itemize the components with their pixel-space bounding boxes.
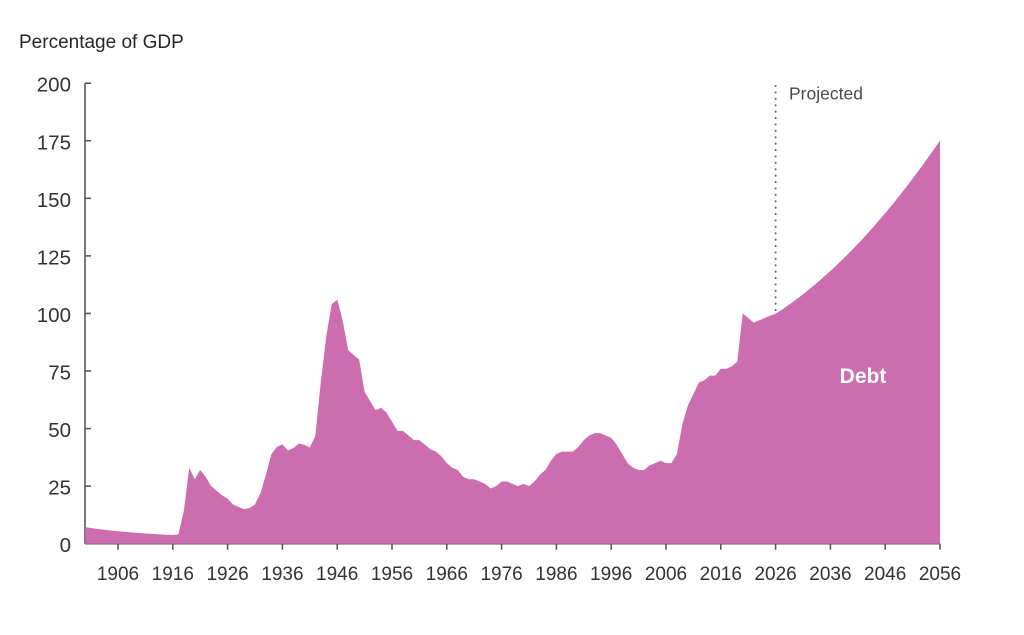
svg-text:2056: 2056 [919,564,961,585]
svg-text:50: 50 [48,419,71,442]
svg-text:1906: 1906 [97,564,139,585]
svg-text:25: 25 [48,477,71,500]
svg-text:1926: 1926 [206,564,248,585]
svg-text:150: 150 [37,189,71,212]
svg-text:1946: 1946 [316,564,358,585]
svg-text:175: 175 [37,131,71,154]
svg-text:125: 125 [37,246,71,269]
svg-text:2006: 2006 [645,564,687,585]
svg-text:1996: 1996 [590,564,632,585]
svg-text:1936: 1936 [261,564,303,585]
svg-text:2026: 2026 [754,564,796,585]
svg-text:75: 75 [48,362,71,385]
svg-text:2046: 2046 [864,564,906,585]
svg-text:2036: 2036 [809,564,851,585]
svg-text:1976: 1976 [480,564,522,585]
svg-text:200: 200 [37,74,71,97]
svg-text:Projected: Projected [789,84,863,104]
svg-text:0: 0 [60,534,71,557]
svg-text:1986: 1986 [535,564,577,585]
svg-text:Debt: Debt [840,365,887,388]
svg-text:1966: 1966 [426,564,468,585]
svg-text:1956: 1956 [371,564,413,585]
svg-text:Percentage of GDP: Percentage of GDP [19,32,184,53]
svg-text:1916: 1916 [152,564,194,585]
svg-text:100: 100 [37,304,71,327]
svg-text:2016: 2016 [700,564,742,585]
